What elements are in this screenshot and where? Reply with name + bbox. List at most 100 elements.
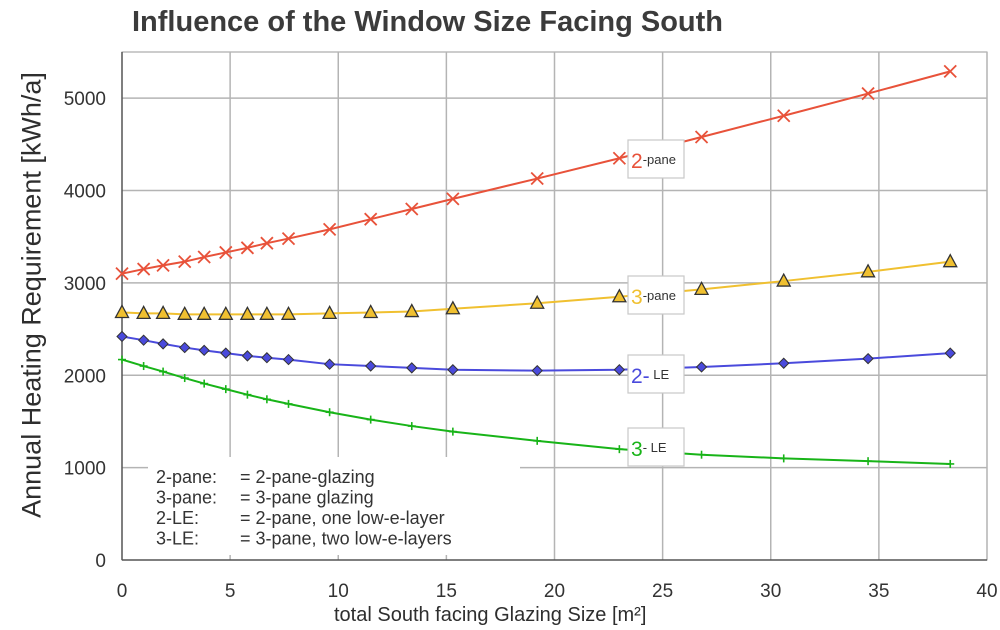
data-point xyxy=(363,304,379,319)
data-point xyxy=(259,305,275,320)
x-tick-label: 5 xyxy=(225,581,236,602)
marker-stroke xyxy=(364,212,378,226)
data-point xyxy=(777,109,791,123)
data-point xyxy=(862,352,874,365)
marker-stroke xyxy=(861,86,875,101)
data-point xyxy=(529,294,545,309)
series-label-text: 3- LE xyxy=(631,438,667,461)
data-point xyxy=(407,422,416,431)
data-point xyxy=(860,263,876,278)
data-point xyxy=(177,305,193,320)
data-point xyxy=(611,288,627,303)
data-point xyxy=(364,360,377,372)
legend-notes-box xyxy=(148,457,520,555)
data-point xyxy=(946,459,955,468)
data-point xyxy=(694,130,709,144)
data-point xyxy=(697,450,706,459)
data-point xyxy=(243,390,252,399)
series-label-2-pane: 2-pane xyxy=(627,139,685,179)
series-3-LE xyxy=(118,355,955,468)
marker-stroke xyxy=(240,241,255,255)
data-point xyxy=(944,347,956,359)
data-point xyxy=(693,281,710,296)
legend-note-desc: = 3-pane glazing xyxy=(240,488,374,508)
data-point xyxy=(137,334,150,346)
series-label-box xyxy=(627,275,685,315)
x-tick-label: 40 xyxy=(976,581,997,602)
data-point xyxy=(115,267,129,281)
series-3-pane xyxy=(114,253,958,320)
series-label-text: 2- LE xyxy=(631,365,670,388)
y-tick-label: 2000 xyxy=(64,366,106,387)
data-point xyxy=(404,303,420,318)
marker-stroke xyxy=(777,109,791,123)
marker-stroke xyxy=(178,255,192,269)
data-point xyxy=(221,385,230,394)
data-point xyxy=(218,305,234,320)
data-point xyxy=(864,457,873,466)
chart-title: Influence of the Window Size Facing Sout… xyxy=(132,6,724,38)
series-label-text: 2-pane xyxy=(631,150,676,173)
series-label-3-pane: 3-pane xyxy=(627,275,685,315)
data-point xyxy=(200,379,209,388)
data-point xyxy=(196,305,212,320)
x-tick-label: 25 xyxy=(652,581,673,602)
data-point xyxy=(280,305,297,320)
data-point xyxy=(262,395,271,404)
data-point xyxy=(157,338,169,350)
data-point xyxy=(139,362,148,371)
data-point xyxy=(219,245,233,260)
marker-stroke xyxy=(322,222,337,236)
data-point xyxy=(116,330,128,343)
data-point xyxy=(779,454,788,463)
marker-stroke xyxy=(530,171,544,186)
marker-stroke xyxy=(446,192,460,206)
data-point xyxy=(239,305,256,320)
data-point xyxy=(530,171,544,186)
data-point xyxy=(118,355,126,364)
series-label-text: 3-pane xyxy=(631,286,676,309)
y-tick-label: 5000 xyxy=(64,89,106,110)
series-label-3-LE: 3- LE xyxy=(627,427,685,467)
data-point xyxy=(198,344,210,357)
data-point xyxy=(776,272,792,287)
legend-note-key: 3-LE: xyxy=(156,529,199,549)
marker-stroke xyxy=(612,151,627,165)
data-point xyxy=(325,408,334,417)
data-point xyxy=(448,427,457,436)
x-tick-label: 10 xyxy=(328,581,349,602)
data-point xyxy=(284,399,293,408)
data-point xyxy=(447,364,459,376)
data-point xyxy=(159,367,168,376)
data-point xyxy=(366,415,375,424)
series-label-box xyxy=(627,139,685,179)
data-point xyxy=(136,262,151,276)
data-point xyxy=(322,222,337,236)
x-tick-label: 0 xyxy=(117,581,128,602)
data-point xyxy=(156,258,170,272)
legend-note-desc: = 3-pane, two low-e-layers xyxy=(240,529,452,549)
series-label-2-LE: 2- LE xyxy=(627,354,685,394)
data-point xyxy=(943,64,957,79)
legend-note-key: 2-pane: xyxy=(156,467,217,487)
series-label-box xyxy=(627,354,685,394)
x-tick-label: 15 xyxy=(436,581,457,602)
data-point xyxy=(778,357,790,369)
legend-note-key: 3-pane: xyxy=(156,488,217,508)
marker-stroke xyxy=(219,245,233,260)
data-point xyxy=(323,358,336,370)
data-point xyxy=(282,353,295,366)
data-point xyxy=(364,212,378,226)
data-point xyxy=(136,305,152,320)
marker-stroke xyxy=(197,250,211,264)
y-tick-label: 0 xyxy=(95,551,106,572)
marker-stroke xyxy=(156,258,170,272)
data-point xyxy=(406,362,418,374)
data-point xyxy=(942,253,958,268)
series-label-box xyxy=(627,427,685,467)
x-tick-label: 30 xyxy=(760,581,781,602)
marker-stroke xyxy=(136,262,151,276)
data-point xyxy=(531,364,543,377)
